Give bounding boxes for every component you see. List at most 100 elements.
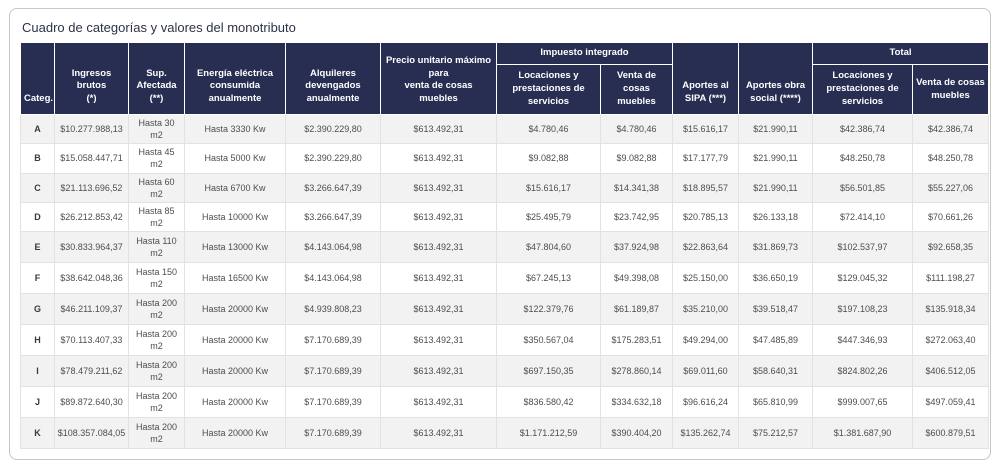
cell-ingresos-brutos: $46.211.109,37 — [54, 293, 129, 326]
col-header-categ: Categ. — [20, 42, 55, 115]
cell-sup-afectada: Hasta 200 m2 — [128, 417, 185, 450]
cell-total-venta: $70.661,26 — [912, 201, 989, 233]
table-row: I $78.479.211,62 Hasta 200 m2 Hasta 20000 K… — [20, 355, 989, 388]
cell-alquileres: $3.266.647,39 — [285, 172, 381, 203]
cell-alquileres: $2.390.229,80 — [285, 143, 381, 174]
table-body: A $10.277.988,13 Hasta 30 m2 Hasta 3330 Kw $… — [20, 113, 989, 450]
cell-total-locaciones: $999.007,65 — [812, 386, 913, 419]
cell-aportes-obra-social: $36.650,19 — [738, 262, 813, 295]
cell-total-venta: $92.658,35 — [912, 231, 989, 264]
cell-precio-unitario: $613.492,31 — [380, 386, 497, 419]
col-header-aportes-obra-social: Aportes obra social (****) — [738, 42, 813, 115]
cell-categ: E — [20, 231, 55, 264]
monotributo-card: Cuadro de categorías y valores del monot… — [9, 8, 991, 461]
col-header-alquileres: Alquileres devengados anualmente — [285, 42, 381, 115]
cell-impuesto-venta: $14.341,38 — [600, 172, 673, 203]
cell-categ: K — [20, 417, 55, 450]
cell-total-locaciones: $129.045,32 — [812, 262, 913, 295]
cell-categ: G — [20, 293, 55, 326]
cell-alquileres: $7.170.689,39 — [285, 386, 381, 419]
cell-impuesto-venta: $390.404,20 — [600, 417, 673, 450]
cell-energia: Hasta 20000 Kw — [184, 355, 286, 388]
cell-impuesto-venta: $61.189,87 — [600, 293, 673, 326]
cell-impuesto-locaciones: $25.495,79 — [496, 201, 601, 233]
table-row: J $89.872.640,30 Hasta 200 m2 Hasta 20000 K… — [20, 386, 989, 419]
cell-precio-unitario: $613.492,31 — [380, 143, 497, 174]
cell-energia: Hasta 6700 Kw — [184, 172, 286, 203]
cell-energia: Hasta 16500 Kw — [184, 262, 286, 295]
cell-sup-afectada: Hasta 150 m2 — [128, 262, 185, 295]
cell-impuesto-venta: $4.780,46 — [600, 113, 673, 145]
cell-categ: H — [20, 324, 55, 357]
cell-ingresos-brutos: $26.212.853,42 — [54, 201, 129, 233]
cell-energia: Hasta 5000 Kw — [184, 143, 286, 174]
cell-alquileres: $4.143.064,98 — [285, 231, 381, 264]
cell-ingresos-brutos: $108.357.084,05 — [54, 417, 129, 450]
cell-total-venta: $272.063,40 — [912, 324, 989, 357]
cell-impuesto-locaciones: $4.780,46 — [496, 113, 601, 145]
cell-categ: C — [20, 172, 55, 203]
cell-aportes-sipa: $69.011,60 — [672, 355, 739, 388]
cell-aportes-sipa: $135.262,74 — [672, 417, 739, 450]
col-header-total-venta: Venta de cosas muebles — [912, 64, 989, 115]
header-sub-row: Locaciones y prestaciones de servicios V… — [21, 64, 989, 115]
card-title: Cuadro de categorías y valores del monot… — [22, 20, 296, 35]
table-row: G $46.211.109,37 Hasta 200 m2 Hasta 20000 K… — [20, 293, 989, 326]
cell-precio-unitario: $613.492,31 — [380, 231, 497, 264]
cell-alquileres: $4.939.808,23 — [285, 293, 381, 326]
cell-alquileres: $3.266.647,39 — [285, 201, 381, 233]
cell-impuesto-venta: $9.082,88 — [600, 143, 673, 174]
cell-impuesto-venta: $37.924,98 — [600, 231, 673, 264]
cell-energia: Hasta 3330 Kw — [184, 113, 286, 145]
cell-ingresos-brutos: $15.058.447,71 — [54, 143, 129, 174]
cell-precio-unitario: $613.492,31 — [380, 113, 497, 145]
table-row: B $15.058.447,71 Hasta 45 m2 Hasta 5000 Kw $… — [20, 143, 989, 174]
table-row: C $21.113.696,52 Hasta 60 m2 Hasta 6700 Kw $… — [20, 172, 989, 203]
cell-total-locaciones: $56.501,85 — [812, 172, 913, 203]
col-group-total: Total — [812, 42, 989, 65]
cell-aportes-obra-social: $75.212,57 — [738, 417, 813, 450]
cell-sup-afectada: Hasta 200 m2 — [128, 386, 185, 419]
cell-sup-afectada: Hasta 85 m2 — [128, 201, 185, 233]
table-row: A $10.277.988,13 Hasta 30 m2 Hasta 3330 Kw $… — [20, 113, 989, 145]
cell-categ: J — [20, 386, 55, 419]
cell-total-locaciones: $824.802,26 — [812, 355, 913, 388]
col-header-ingresos-brutos: Ingresos brutos (*) — [54, 42, 129, 115]
col-header-impuesto-locaciones: Locaciones y prestaciones de servicios — [496, 64, 601, 115]
cell-precio-unitario: $613.492,31 — [380, 172, 497, 203]
cell-aportes-sipa: $15.616,17 — [672, 113, 739, 145]
cell-impuesto-locaciones: $67.245,13 — [496, 262, 601, 295]
cell-precio-unitario: $613.492,31 — [380, 201, 497, 233]
cell-aportes-sipa: $22.863,64 — [672, 231, 739, 264]
cell-total-venta: $42.386,74 — [912, 113, 989, 145]
cell-total-venta: $497.059,41 — [912, 386, 989, 419]
col-group-impuesto-integrado: Impuesto integrado — [496, 42, 673, 65]
cell-precio-unitario: $613.492,31 — [380, 293, 497, 326]
header-group-row: Categ. Ingresos brutos (*) Sup. Afectada… — [20, 42, 989, 115]
cell-total-locaciones: $48.250,78 — [812, 143, 913, 174]
cell-total-locaciones: $447.346,93 — [812, 324, 913, 357]
table-row: K $108.357.084,05 Hasta 200 m2 Hasta 20000 … — [20, 417, 989, 450]
cell-impuesto-venta: $175.283,51 — [600, 324, 673, 357]
cell-ingresos-brutos: $30.833.964,37 — [54, 231, 129, 264]
cell-alquileres: $2.390.229,80 — [285, 113, 381, 145]
cell-sup-afectada: Hasta 200 m2 — [128, 293, 185, 326]
cell-total-venta: $55.227,06 — [912, 172, 989, 203]
col-header-sup-afectada: Sup. Afectada (**) — [128, 42, 185, 115]
cell-aportes-sipa: $35.210,00 — [672, 293, 739, 326]
cell-categ: I — [20, 355, 55, 388]
cell-total-locaciones: $197.108,23 — [812, 293, 913, 326]
cell-sup-afectada: Hasta 60 m2 — [128, 172, 185, 203]
cell-sup-afectada: Hasta 45 m2 — [128, 143, 185, 174]
cell-impuesto-venta: $334.632,18 — [600, 386, 673, 419]
cell-aportes-obra-social: $65.810,99 — [738, 386, 813, 419]
cell-aportes-sipa: $25.150,00 — [672, 262, 739, 295]
cell-total-locaciones: $102.537,97 — [812, 231, 913, 264]
cell-aportes-obra-social: $26.133,18 — [738, 201, 813, 233]
cell-ingresos-brutos: $78.479.211,62 — [54, 355, 129, 388]
cell-impuesto-locaciones: $697.150,35 — [496, 355, 601, 388]
cell-energia: Hasta 20000 Kw — [184, 386, 286, 419]
col-header-energia: Energía eléctrica consumida anualmente — [184, 42, 286, 115]
cell-aportes-sipa: $20.785,13 — [672, 201, 739, 233]
cell-aportes-obra-social: $21.990,11 — [738, 172, 813, 203]
